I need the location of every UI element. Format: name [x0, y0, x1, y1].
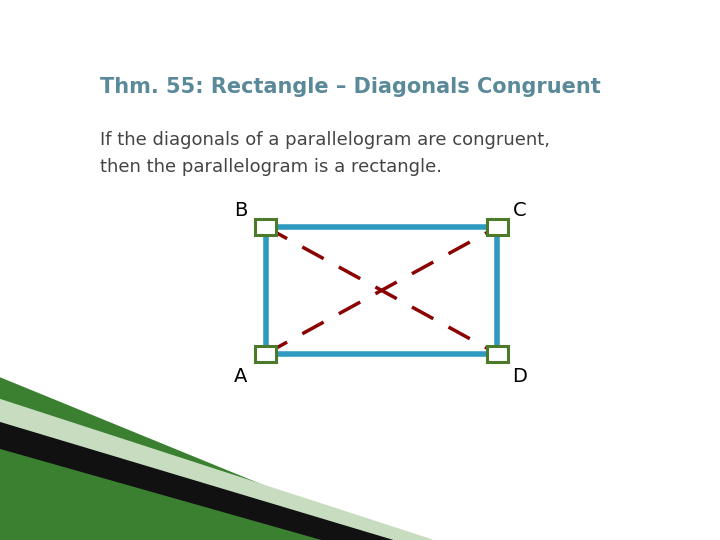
- Text: C: C: [513, 201, 526, 220]
- Bar: [487, 219, 508, 235]
- Bar: [266, 227, 498, 354]
- Text: Thm. 55: Rectangle – Diagonals Congruent: Thm. 55: Rectangle – Diagonals Congruent: [100, 77, 600, 97]
- Text: A: A: [234, 367, 248, 386]
- Bar: [255, 346, 276, 362]
- Bar: [487, 346, 508, 362]
- Text: If the diagonals of a parallelogram are congruent,
then the parallelogram is a r: If the diagonals of a parallelogram are …: [100, 131, 550, 176]
- Text: D: D: [512, 367, 527, 386]
- Text: B: B: [234, 201, 248, 220]
- Bar: [255, 219, 276, 235]
